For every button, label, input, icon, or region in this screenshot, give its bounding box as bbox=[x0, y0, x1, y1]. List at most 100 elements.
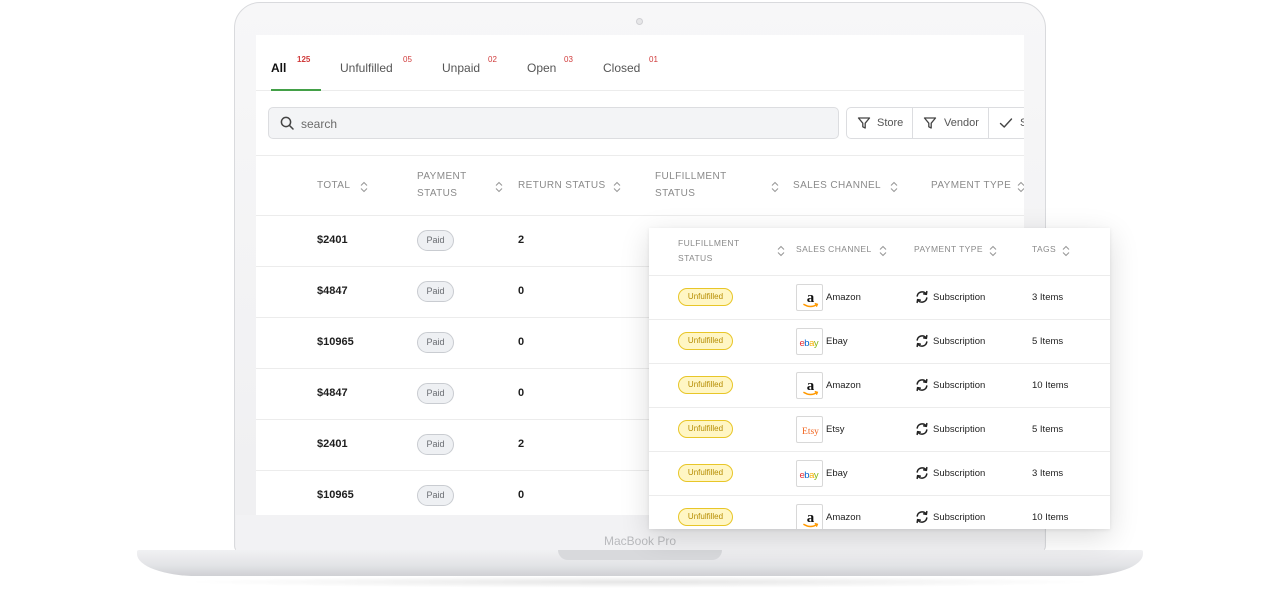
column-header-sales-channel[interactable]: SALES CHANNEL bbox=[796, 242, 872, 257]
sales-channel-name: Ebay bbox=[826, 468, 848, 479]
tab-unfulfilled[interactable]: Unfulfilled 05 bbox=[340, 55, 412, 75]
camera-dot bbox=[636, 18, 643, 25]
column-header-return-status[interactable]: RETURN STATUS bbox=[518, 177, 606, 194]
filter-status-button[interactable]: S bbox=[989, 108, 1024, 138]
header-label: FULFILLMENT bbox=[678, 238, 740, 248]
sort-icon[interactable] bbox=[1017, 181, 1024, 193]
sort-icon[interactable] bbox=[360, 181, 368, 193]
column-header-sales-channel[interactable]: SALES CHANNEL bbox=[793, 177, 881, 194]
tab-open[interactable]: Open 03 bbox=[527, 55, 573, 75]
column-header-total[interactable]: TOTAL bbox=[317, 177, 350, 194]
tab-closed[interactable]: Closed 01 bbox=[603, 55, 658, 75]
order-total: $4847 bbox=[317, 285, 348, 297]
etsy-logo-icon: Etsy bbox=[796, 416, 823, 443]
column-header-payment-status[interactable]: PAYMENT STATUS bbox=[417, 168, 467, 202]
order-total: $4847 bbox=[317, 387, 348, 399]
payment-type-label: Subscription bbox=[933, 424, 986, 435]
sort-icon[interactable] bbox=[613, 181, 621, 193]
tags-count: 5 Items bbox=[1032, 424, 1064, 435]
tab-label: Unfulfilled bbox=[340, 61, 393, 75]
column-header-payment-type[interactable]: PAYMENT TYPE bbox=[931, 177, 1011, 194]
payment-type-label: Subscription bbox=[933, 292, 986, 303]
column-header-tags[interactable]: TAGS bbox=[1032, 242, 1056, 257]
sort-icon[interactable] bbox=[879, 245, 887, 257]
card-table-header: FULFILLMENT STATUS SALES CHANNEL PAYMENT… bbox=[649, 228, 1110, 276]
refresh-icon bbox=[916, 466, 928, 480]
return-status: 0 bbox=[518, 336, 525, 348]
header-label: STATUS bbox=[417, 188, 458, 199]
tab-count: 125 bbox=[297, 55, 311, 64]
table-row[interactable]: Unfulfilled a Amazon Subscription 10 Ite… bbox=[649, 496, 1110, 529]
tab-unpaid[interactable]: Unpaid 02 bbox=[442, 55, 497, 75]
filter-icon bbox=[857, 117, 871, 129]
laptop-shadow bbox=[180, 576, 1100, 588]
search-placeholder: search bbox=[301, 117, 338, 131]
column-header-fulfillment-status[interactable]: FULFILLMENT STATUS bbox=[678, 236, 740, 266]
return-status: 0 bbox=[518, 387, 525, 399]
tab-label: Closed bbox=[603, 61, 641, 75]
amazon-logo-icon: a bbox=[796, 284, 823, 311]
refresh-icon bbox=[916, 334, 928, 348]
search-input[interactable]: search bbox=[268, 107, 839, 139]
table-row[interactable]: $4847 Paid 0 bbox=[256, 267, 1024, 318]
return-status: 0 bbox=[518, 285, 525, 297]
table-row[interactable]: Unfulfilled a Amazon Subscription 3 Item… bbox=[649, 276, 1110, 320]
search-icon bbox=[280, 116, 294, 130]
refresh-icon bbox=[916, 422, 928, 436]
header-label: STATUS bbox=[678, 253, 713, 263]
table-row[interactable]: $10965 Paid 0 bbox=[256, 318, 1024, 369]
fulfillment-status-badge: Unfulfilled bbox=[678, 376, 733, 394]
table-row[interactable]: Unfulfilled ebay Ebay Subscription 3 Ite… bbox=[649, 452, 1110, 496]
tags-count: 10 Items bbox=[1032, 512, 1069, 523]
filter-label: Vendor bbox=[944, 117, 979, 129]
payment-status-badge: Paid bbox=[417, 281, 454, 302]
order-details-card: FULFILLMENT STATUS SALES CHANNEL PAYMENT… bbox=[649, 228, 1110, 529]
table-row[interactable]: $4847 Paid 0 bbox=[256, 369, 1024, 420]
fulfillment-status-badge: Unfulfilled bbox=[678, 420, 733, 438]
column-header-fulfillment-status[interactable]: FULFILLMENT STATUS bbox=[655, 168, 727, 202]
tags-count: 3 Items bbox=[1032, 292, 1064, 303]
table-row[interactable]: Unfulfilled Etsy Etsy Subscription 5 Ite… bbox=[649, 408, 1110, 452]
column-header-payment-type[interactable]: PAYMENT TYPE bbox=[914, 242, 983, 257]
svg-text:Etsy: Etsy bbox=[802, 427, 819, 437]
return-status: 0 bbox=[518, 489, 525, 501]
tab-all[interactable]: All 125 bbox=[271, 55, 310, 75]
ebay-logo-icon: ebay bbox=[796, 460, 823, 487]
fulfillment-status-badge: Unfulfilled bbox=[678, 508, 733, 526]
order-tabs: All 125 Unfulfilled 05 Unpaid 02 Open 03… bbox=[256, 35, 1024, 91]
table-row[interactable]: Unfulfilled a Amazon Subscription 10 Ite… bbox=[649, 364, 1110, 408]
return-status: 2 bbox=[518, 438, 525, 450]
sort-icon[interactable] bbox=[1062, 245, 1070, 257]
sort-icon[interactable] bbox=[771, 181, 779, 193]
header-label: SALES CHANNEL bbox=[793, 180, 882, 191]
orders-table-header: TOTAL PAYMENT STATUS RETURN STATUS FULFI… bbox=[256, 155, 1024, 216]
active-tab-indicator bbox=[271, 89, 321, 91]
tab-label: Unpaid bbox=[442, 61, 481, 75]
amazon-logo-icon: a bbox=[796, 372, 823, 399]
svg-text:a: a bbox=[807, 510, 815, 526]
sales-channel-name: Amazon bbox=[826, 380, 861, 391]
sort-icon[interactable] bbox=[890, 181, 898, 193]
header-label: SALES CHANNEL bbox=[796, 244, 872, 254]
payment-type-label: Subscription bbox=[933, 380, 986, 391]
sort-icon[interactable] bbox=[777, 245, 785, 257]
check-icon bbox=[999, 118, 1013, 128]
sort-icon[interactable] bbox=[989, 245, 997, 257]
table-row[interactable]: Unfulfilled ebay Ebay Subscription 5 Ite… bbox=[649, 320, 1110, 364]
table-row[interactable]: $10965 Paid 0 bbox=[256, 471, 1024, 515]
sort-icon[interactable] bbox=[495, 181, 503, 193]
sales-channel-name: Amazon bbox=[826, 292, 861, 303]
tags-count: 5 Items bbox=[1032, 336, 1064, 347]
header-label: PAYMENT TYPE bbox=[914, 244, 983, 254]
filter-store-button[interactable]: Store bbox=[847, 108, 913, 138]
filter-vendor-button[interactable]: Vendor bbox=[913, 108, 989, 138]
header-label: FULFILLMENT bbox=[655, 171, 727, 182]
amazon-logo-icon: a bbox=[796, 504, 823, 529]
svg-text:a: a bbox=[807, 378, 815, 394]
filter-label: Store bbox=[877, 117, 904, 129]
tab-label: Open bbox=[527, 61, 557, 75]
tags-count: 3 Items bbox=[1032, 468, 1064, 479]
payment-type-label: Subscription bbox=[933, 336, 986, 347]
table-row[interactable]: $2401 Paid 2 bbox=[256, 420, 1024, 471]
table-row[interactable]: $2401 Paid 2 bbox=[256, 216, 1024, 267]
